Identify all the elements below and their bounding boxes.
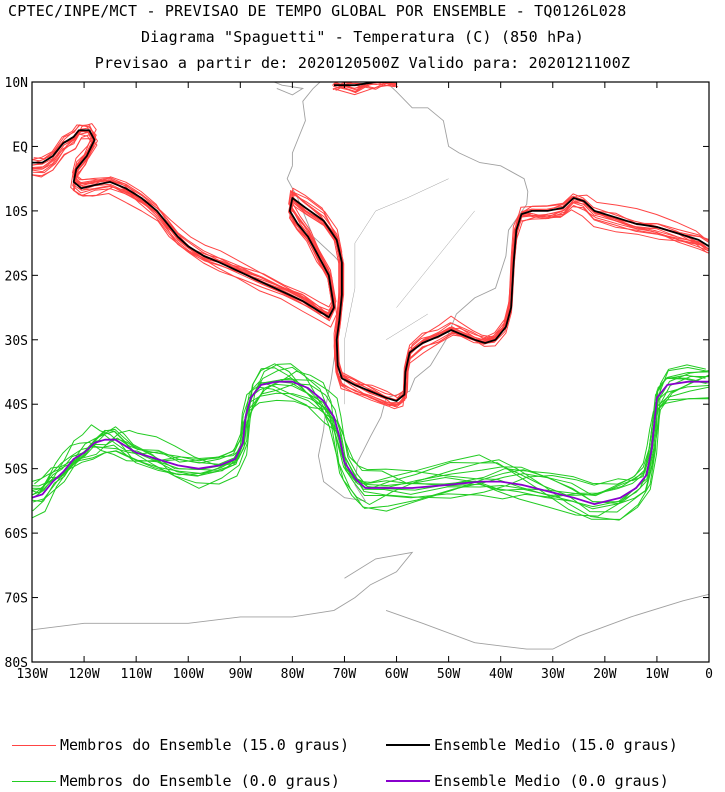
coastline-path [396,210,475,308]
x-tick-label: 110W [120,667,151,682]
ensemble-member-line [32,375,709,510]
ensemble-member-line [32,381,709,496]
ensemble-member-line [32,379,709,508]
y-axis: 10N EQ 10S 20S 30S 40S 50S 60S 70S 80S [5,76,709,671]
ensemble-member-line [32,129,709,401]
x-tick-label: 50W [437,667,461,682]
y-tick-label: 30S [5,334,28,349]
ensemble-member-line [32,130,709,407]
y-tick-label: 50S [5,463,28,478]
y-tick-label: 20S [5,269,28,284]
x-tick-label: 90W [229,667,253,682]
x-axis: 130W 120W 110W 100W 90W 80W 70W 60W 50W 40W 30W 20W… [16,82,713,682]
x-tick-label: 60W [385,667,409,682]
ensemble-member-line [34,374,709,500]
x-tick-label: 10W [645,667,669,682]
coastline-layer [32,82,709,650]
y-tick-label: EQ [12,140,28,155]
x-tick-label: 0 [705,667,713,682]
y-tick-label: 10N [5,76,28,91]
legend-swatch-member-15 [12,744,56,746]
legend-item-member-15: Membros do Ensemble (15.0 graus) [12,736,349,754]
ensemble-members-layer [32,82,709,521]
ensemble-member-line [32,127,708,405]
x-tick-label: 100W [173,667,204,682]
legend-item-member-0: Membros do Ensemble (0.0 graus) [12,772,340,790]
coastline-path [385,313,428,341]
coastline-path [286,82,529,502]
ensemble-member-line [32,129,707,402]
ensemble-member-line [32,123,709,407]
ensemble-member-line [32,383,709,497]
y-tick-label: 10S [5,205,28,220]
x-tick-label: 20W [593,667,617,682]
legend-label-member-15: Membros do Ensemble (15.0 graus) [60,736,349,754]
legend-label-mean-0: Ensemble Medio (0.0 graus) [434,772,669,790]
x-tick-label: 70W [333,667,357,682]
x-tick-label: 40W [489,667,513,682]
ensemble-member-line [37,370,707,512]
legend-item-mean-0: Ensemble Medio (0.0 graus) [386,772,669,790]
legend-item-mean-15: Ensemble Medio (15.0 graus) [386,736,678,754]
legend-label-mean-15: Ensemble Medio (15.0 graus) [434,736,678,754]
ensemble-member-line [332,83,398,96]
plot-frame [31,81,710,663]
ensemble-mean-line [32,129,709,402]
chart-subtitle: Diagrama "Spaguetti" - Temperatura (C) (… [140,28,585,46]
ensemble-member-line [32,124,709,401]
legend-swatch-mean-0 [386,780,430,782]
ensemble-member-line [32,133,709,399]
ensemble-member-line [32,129,709,410]
ensemble-member-line [33,124,709,401]
legend-swatch-mean-15 [386,744,430,746]
x-tick-label: 80W [281,667,305,682]
y-tick-label: 40S [5,398,28,413]
chart-title: CPTEC/INPE/MCT - PREVISAO DE TEMPO GLOBA… [8,2,627,20]
coastline-path [385,593,709,650]
coastline-path [32,551,414,631]
ensemble-mean-layer [32,82,709,505]
legend-label-member-0: Membros do Ensemble (0.0 graus) [60,772,340,790]
ensemble-member-line [333,82,399,92]
x-tick-label: 130W [16,667,47,682]
ensemble-mean-line [32,380,709,505]
x-tick-label: 120W [68,667,99,682]
legend-swatch-member-0 [12,780,56,782]
x-tick-label: 30W [541,667,565,682]
y-tick-label: 80S [5,656,28,671]
y-tick-label: 60S [5,527,28,542]
ensemble-member-line [32,131,709,406]
coastline-path [344,178,449,405]
ensemble-member-line [32,377,708,520]
ensemble-member-line [33,124,709,408]
ensemble-member-line [32,130,709,397]
chart-subtitle-validity: Previsao a partir de: 2020120500Z Valido… [94,54,631,72]
ensemble-member-line [32,374,706,499]
ensemble-member-line [32,138,709,408]
ensemble-member-line [32,133,709,404]
y-tick-label: 70S [5,592,28,607]
